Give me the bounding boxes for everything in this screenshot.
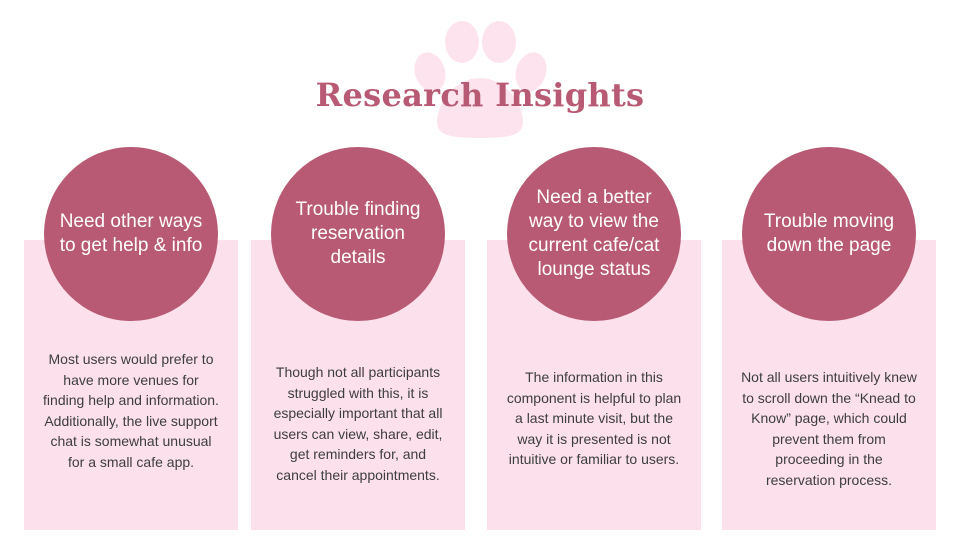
insight-body-2: Though not all participants struggled wi…: [273, 364, 443, 483]
insight-body-1: Most users would prefer to have more ven…: [43, 351, 219, 470]
insight-heading-4: Trouble moving down the page: [742, 147, 916, 321]
insight-body-4: Not all users intuitively knew to scroll…: [741, 369, 917, 488]
insight-heading-3: Need a better way to view the current ca…: [507, 147, 681, 321]
insight-body-3: The information in this component is hel…: [506, 369, 682, 467]
insight-heading-2: Trouble finding reservation details: [271, 147, 445, 321]
insight-heading-1: Need other ways to get help & info: [44, 147, 218, 321]
paw-print-icon: [414, 21, 547, 138]
page-title: Research Insights: [315, 76, 645, 114]
